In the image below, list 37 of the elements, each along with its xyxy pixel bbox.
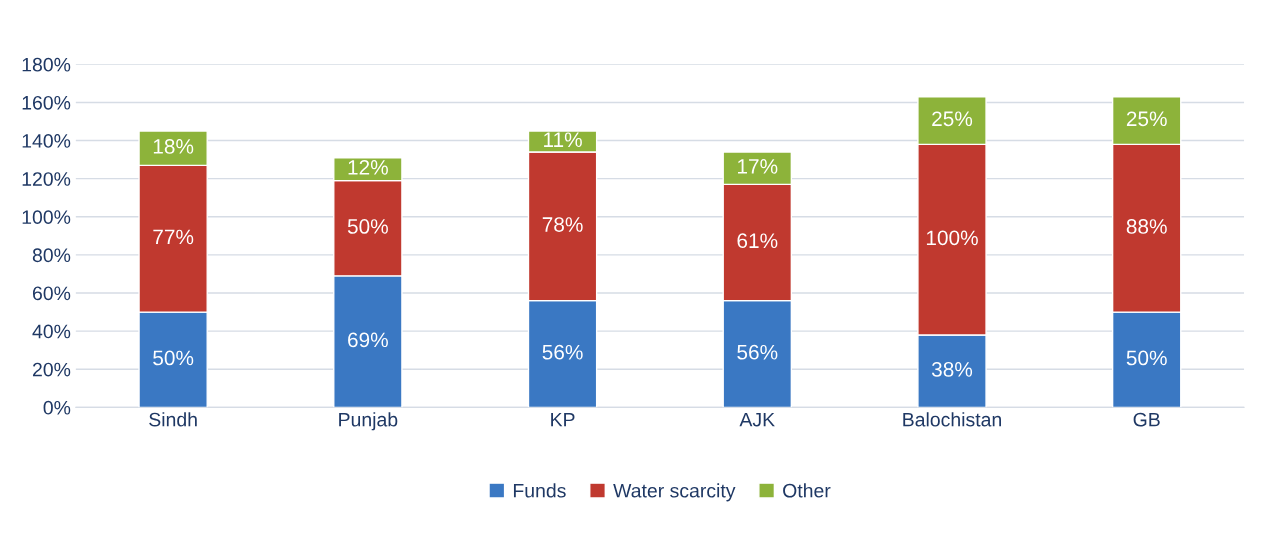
data-label: 50%	[347, 219, 388, 234]
data-label: 12%	[348, 159, 388, 175]
x-tick-label: Sindh	[149, 412, 197, 427]
y-tick-label: 40%	[32, 324, 71, 339]
x-tick-label: AJK	[739, 412, 775, 427]
data-label: 11%	[544, 132, 582, 148]
x-tick-label: GB	[1133, 412, 1160, 427]
y-tick-label: 0%	[43, 400, 71, 415]
x-tick-label: Balochistan	[903, 412, 1001, 427]
x-tick-label: Punjab	[339, 412, 398, 431]
y-tick-label: 120%	[22, 172, 71, 186]
x-tick-label: KP	[551, 412, 575, 427]
y-tick-label: 60%	[32, 286, 71, 301]
legend-label: Funds	[513, 483, 566, 498]
y-tick-label: 140%	[22, 134, 71, 148]
data-label: 100%	[926, 230, 978, 246]
y-tick-label: 160%	[22, 95, 71, 110]
y-tick-label: 180%	[22, 57, 71, 72]
data-label: 50%	[153, 350, 194, 366]
data-label: 25%	[932, 111, 973, 127]
data-label: 56%	[542, 344, 583, 360]
data-label: 56%	[737, 344, 778, 360]
data-label: 50%	[1126, 350, 1167, 366]
data-label: 17%	[738, 159, 778, 174]
data-label: 18%	[153, 139, 194, 154]
data-label: 77%	[153, 229, 194, 245]
data-label: 61%	[737, 233, 778, 249]
y-tick-label: 80%	[32, 248, 71, 263]
data-label: 88%	[1126, 219, 1167, 234]
data-label: 38%	[931, 361, 973, 377]
data-label: 25%	[1126, 111, 1167, 127]
legend-label: Water scarcity	[613, 483, 736, 502]
legend-label: Other	[783, 483, 831, 498]
data-label: 78%	[542, 217, 583, 232]
data-label: 69%	[348, 332, 388, 348]
y-tick-label: 100%	[22, 210, 71, 225]
y-tick-label: 20%	[32, 362, 71, 377]
